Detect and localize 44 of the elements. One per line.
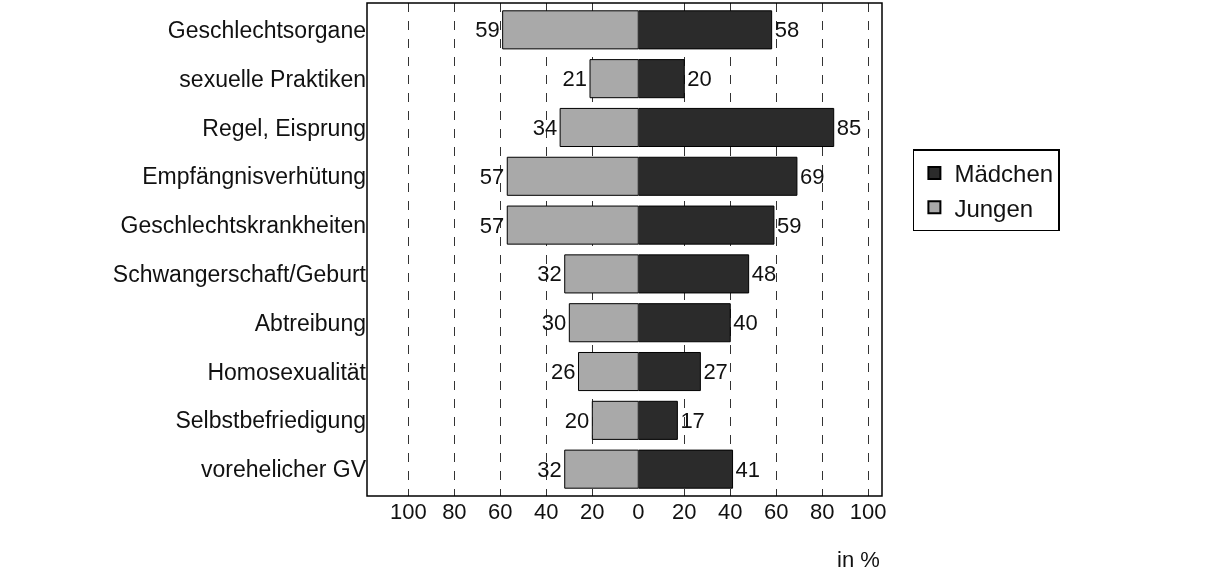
data-label: 26 [551, 359, 576, 385]
x-tick-label: 40 [718, 499, 743, 524]
data-label: 20 [564, 407, 590, 433]
x-tick-label: 80 [442, 499, 467, 524]
data-label: 57 [479, 212, 505, 238]
y-tick-label: Selbstbefriedigung [175, 407, 366, 434]
data-label: 59 [776, 212, 802, 238]
y-tick-label: Geschlechtsorgane [167, 16, 366, 43]
x-tick-label: 40 [534, 499, 559, 524]
data-label: 57 [479, 163, 505, 189]
data-label: 41 [735, 456, 761, 482]
data-label: 20 [687, 66, 712, 92]
y-tick-label: Homosexualität [207, 358, 367, 385]
x-tick-label: 60 [488, 499, 513, 524]
data-label: 69 [799, 163, 825, 189]
x-tick-label: 80 [809, 499, 835, 524]
data-label: 32 [537, 261, 562, 287]
x-tick-label: 100 [390, 499, 427, 524]
y-tick-label: Empfängnisverhütung [142, 163, 366, 190]
data-label: 21 [562, 66, 588, 92]
y-tick-label: sexuelle Praktiken [179, 65, 366, 92]
x-tick-label: 20 [580, 499, 605, 524]
data-label: 59 [475, 17, 500, 43]
y-tick-label: Schwangerschaft/Geburt [112, 260, 367, 287]
x-tick-label: 20 [672, 499, 697, 524]
data-label: 40 [733, 310, 758, 336]
legend-label: Mädchen [954, 160, 1054, 188]
data-label: 30 [541, 310, 567, 336]
data-label: 58 [774, 17, 800, 43]
y-tick-label: Abtreibung [254, 309, 366, 336]
y-tick-label: Regel, Eisprung [202, 114, 366, 141]
data-label: 48 [751, 261, 777, 287]
x-tick-label: 100 [849, 499, 887, 524]
data-label: 85 [836, 114, 862, 140]
data-label: 27 [703, 359, 728, 385]
data-label: 32 [537, 456, 562, 482]
data-label: 34 [532, 114, 558, 140]
x-tick-label: 0 [632, 499, 645, 524]
legend-label: Jungen [954, 194, 1034, 222]
x-tick-label: 60 [764, 499, 789, 524]
x-axis-title: in % [837, 547, 880, 572]
y-tick-label: Geschlechtskrankheiten [120, 212, 366, 239]
data-label: 17 [680, 407, 705, 433]
y-tick-label: vorehelicher GV [201, 456, 367, 483]
